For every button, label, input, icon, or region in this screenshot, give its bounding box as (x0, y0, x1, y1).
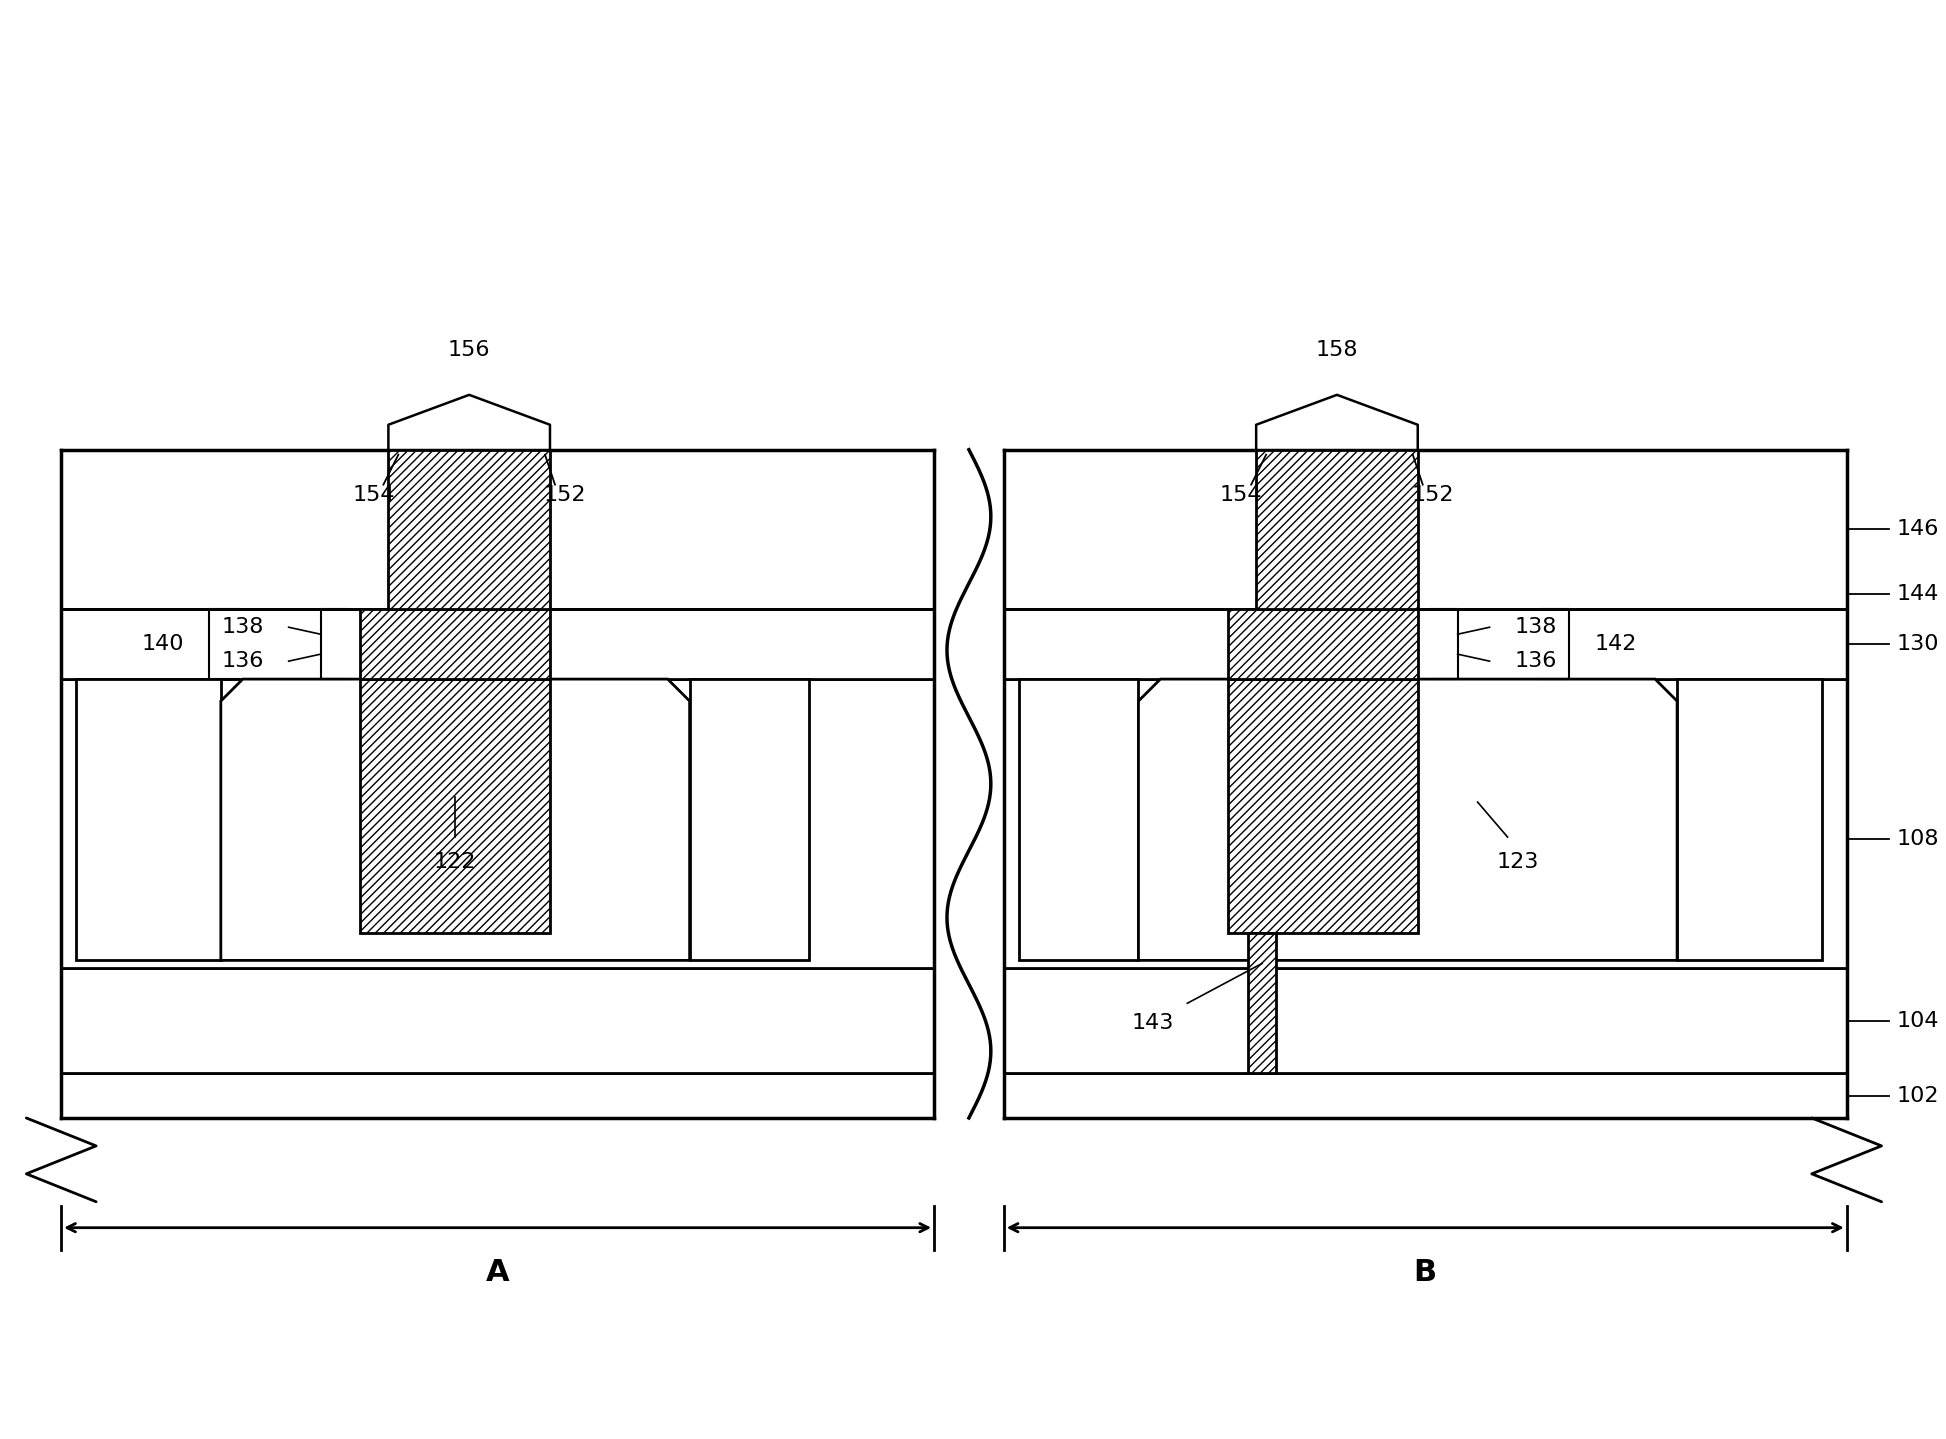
Bar (360, 609, 551, 679)
Bar (360, 679, 551, 934)
Bar (389, 450, 551, 609)
Text: 102: 102 (1897, 1085, 1938, 1105)
Bar (60, 1073, 934, 1118)
Bar (1257, 450, 1419, 609)
Bar (60, 609, 934, 679)
Text: B: B (1413, 1258, 1436, 1286)
Text: 140: 140 (142, 635, 185, 655)
Bar (689, 679, 810, 960)
Bar (1228, 679, 1419, 934)
Text: 138: 138 (222, 617, 265, 637)
Bar (1228, 609, 1419, 679)
Text: 136: 136 (222, 652, 265, 671)
Bar (1247, 934, 1277, 1073)
Bar (1004, 1073, 1847, 1118)
Text: 152: 152 (1411, 485, 1454, 505)
Text: 108: 108 (1897, 829, 1938, 849)
Bar (1677, 679, 1821, 960)
Text: 154: 154 (1220, 485, 1263, 505)
Polygon shape (1138, 679, 1677, 960)
Text: 138: 138 (1514, 617, 1557, 637)
Text: 122: 122 (434, 852, 477, 872)
Bar (60, 450, 934, 609)
Bar (76, 679, 220, 960)
Text: 142: 142 (1594, 635, 1637, 655)
Polygon shape (220, 679, 689, 960)
Bar (1004, 679, 1847, 968)
Bar (1004, 968, 1847, 1073)
Text: 154: 154 (352, 485, 395, 505)
Text: 158: 158 (1315, 340, 1358, 360)
Bar (60, 679, 934, 968)
Text: 144: 144 (1897, 584, 1938, 604)
Text: 146: 146 (1897, 519, 1938, 540)
Text: 130: 130 (1897, 635, 1938, 655)
Text: 156: 156 (448, 340, 490, 360)
Bar (1004, 609, 1847, 679)
Bar (60, 968, 934, 1073)
Text: 104: 104 (1897, 1010, 1938, 1030)
Text: 152: 152 (543, 485, 586, 505)
Bar (1020, 679, 1138, 960)
Text: A: A (486, 1258, 510, 1286)
Bar (1004, 450, 1847, 609)
Text: 143: 143 (1131, 1013, 1173, 1033)
Text: 136: 136 (1514, 652, 1557, 671)
Text: 123: 123 (1496, 852, 1539, 872)
